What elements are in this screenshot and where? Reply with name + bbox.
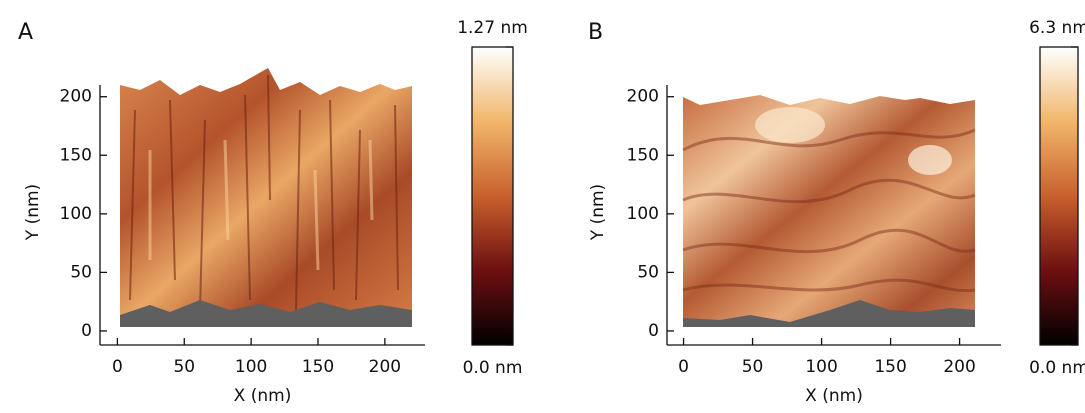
y-tick-label: 50 xyxy=(637,262,659,282)
x-tick-label: 150 xyxy=(874,357,906,377)
y-tick-label: 150 xyxy=(60,145,92,165)
y-tick-label: 100 xyxy=(627,204,659,224)
x-tick-label: 0 xyxy=(678,357,689,377)
colorbar-label: 0.0 nm xyxy=(463,358,523,378)
x-tick-label: 100 xyxy=(805,357,837,377)
colorbar-label: 6.3 nm xyxy=(1029,18,1085,38)
x-tick-label: 100 xyxy=(235,357,267,377)
x-tick-label: 150 xyxy=(302,357,334,377)
y-tick-label: 0 xyxy=(81,321,92,341)
colorbar-label: 0.0 nm xyxy=(1029,358,1085,378)
x-tick-label: 200 xyxy=(943,357,975,377)
x-tick-label: 200 xyxy=(369,357,401,377)
y-tick-label: 150 xyxy=(627,145,659,165)
x-axis-label: X (nm) xyxy=(234,386,292,406)
y-tick-label: 100 xyxy=(60,204,92,224)
y-tick-label: 200 xyxy=(627,87,659,107)
x-tick-label: 0 xyxy=(112,357,123,377)
x-tick-label: 50 xyxy=(173,357,195,377)
colorbar-label: 1.27 nm xyxy=(457,18,528,38)
y-tick-label: 50 xyxy=(70,262,92,282)
x-tick-label: 50 xyxy=(742,357,764,377)
y-axis-label: Y (nm) xyxy=(23,184,43,241)
panel-label: B xyxy=(588,20,603,45)
x-axis-label: X (nm) xyxy=(805,386,863,406)
y-tick-label: 0 xyxy=(648,321,659,341)
colorbar xyxy=(471,46,514,346)
y-axis-label: Y (nm) xyxy=(588,184,608,241)
colorbar xyxy=(1039,46,1079,346)
surface-b xyxy=(682,95,976,327)
y-tick-label: 200 xyxy=(60,87,92,107)
panel-label: A xyxy=(18,20,33,45)
surface-a xyxy=(120,68,412,327)
